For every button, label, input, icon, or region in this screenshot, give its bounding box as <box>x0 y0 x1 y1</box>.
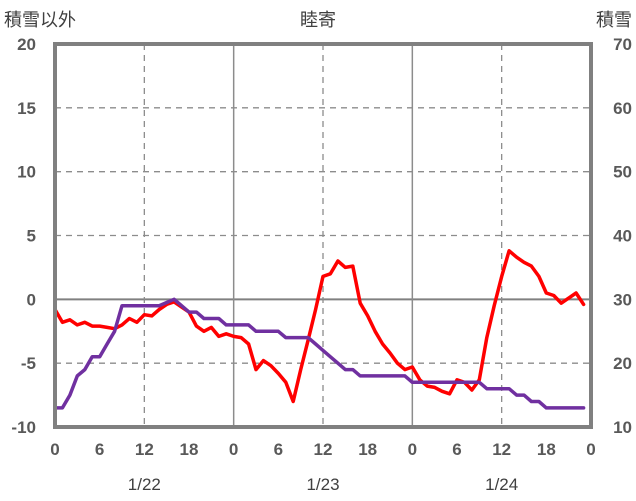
x-tick-label: 6 <box>95 440 104 459</box>
x-tick-label: 12 <box>314 440 333 459</box>
x-tick-label: 6 <box>452 440 461 459</box>
series-layer <box>53 249 586 410</box>
date-label: 1/22 <box>128 475 161 494</box>
left-tick-label: 0 <box>27 290 36 309</box>
date-label: 1/24 <box>485 475 518 494</box>
x-tick-label: 0 <box>50 440 59 459</box>
left-tick-label: 20 <box>17 35 36 54</box>
left-axis-title: 積雪以外 <box>4 10 76 31</box>
right-tick-label: 20 <box>613 354 632 373</box>
plot-frame <box>53 42 593 429</box>
x-tick-label: 6 <box>274 440 283 459</box>
right-tick-label: 10 <box>613 418 632 437</box>
x-tick-label: 0 <box>229 440 238 459</box>
left-tick-label: 15 <box>17 99 36 118</box>
left-tick-label: 10 <box>17 163 36 182</box>
grid <box>55 44 591 427</box>
right-axis-title: 積雪 <box>596 10 632 31</box>
series-line-temperature <box>53 249 586 404</box>
x-tick-label: 0 <box>586 440 595 459</box>
x-tick-label: 18 <box>180 440 199 459</box>
right-tick-label: 50 <box>613 163 632 182</box>
date-label: 1/23 <box>306 475 339 494</box>
x-tick-label: 18 <box>358 440 377 459</box>
right-tick-label: 60 <box>613 99 632 118</box>
chart-title: 睦寄 <box>300 10 336 31</box>
x-tick-label: 18 <box>537 440 556 459</box>
x-tick-label: 12 <box>135 440 154 459</box>
right-tick-label: 30 <box>613 290 632 309</box>
left-tick-label: -5 <box>21 354 36 373</box>
x-tick-label: 12 <box>492 440 511 459</box>
right-tick-label: 40 <box>613 227 632 246</box>
left-tick-label: 5 <box>27 227 36 246</box>
series-line-snow-depth <box>53 297 586 410</box>
left-tick-label: -10 <box>11 418 36 437</box>
x-tick-label: 0 <box>408 440 417 459</box>
right-tick-label: 70 <box>613 35 632 54</box>
